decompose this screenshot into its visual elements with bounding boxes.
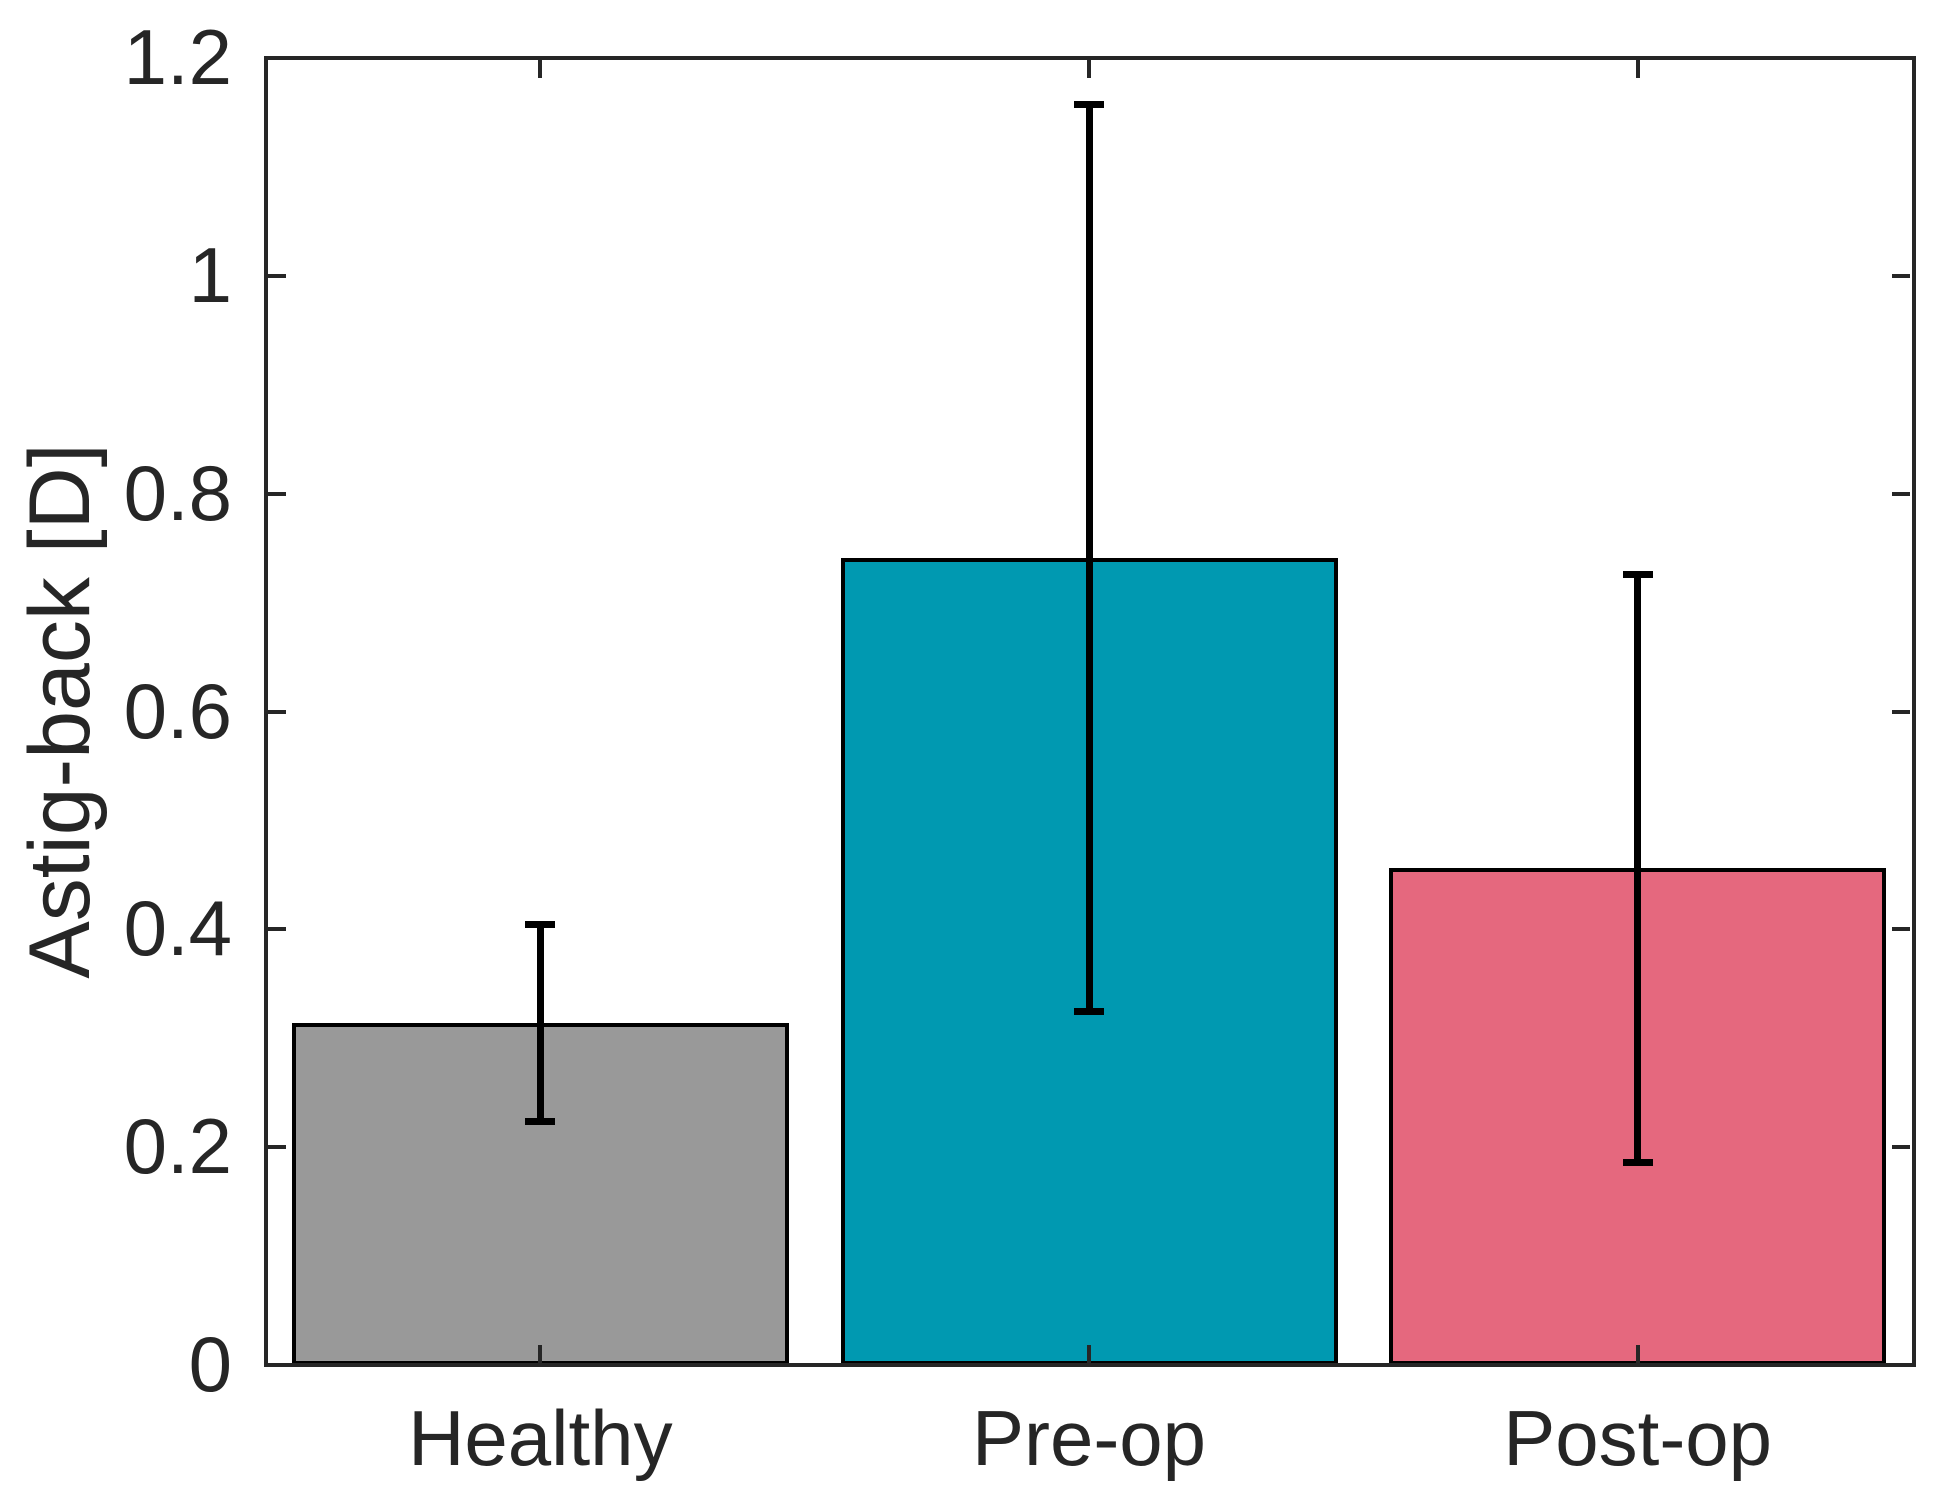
y-tick-left	[268, 491, 286, 496]
y-tick-label: 0.2	[123, 1102, 232, 1191]
x-tick-top	[1087, 60, 1091, 78]
y-tick-left	[268, 56, 286, 60]
x-tick-top	[1635, 60, 1640, 78]
y-tick-label: 0.6	[123, 666, 232, 755]
y-tick-right	[1892, 273, 1910, 278]
y-tick-right	[1892, 1145, 1910, 1150]
error-bar-cap-bottom	[1074, 1007, 1104, 1015]
x-category-label-pre-op: Pre-op	[971, 1394, 1207, 1482]
error-bar-cap-bottom	[1622, 1158, 1653, 1166]
error-bar-cap-top	[1622, 570, 1653, 578]
y-tick-label: 1	[188, 231, 232, 320]
y-tick-right	[1892, 709, 1910, 714]
y-tick-left	[268, 709, 286, 714]
y-tick-left	[268, 927, 286, 932]
y-tick-left	[268, 1145, 286, 1150]
x-tick-bottom	[538, 1345, 543, 1363]
error-bar-post-op	[1634, 574, 1642, 1163]
x-tick-top	[538, 60, 543, 78]
y-tick-right	[1892, 1363, 1910, 1367]
x-tick-bottom	[1087, 1345, 1091, 1363]
y-tick-left	[268, 273, 286, 278]
y-tick-right	[1892, 491, 1910, 496]
y-tick-label: 1.2	[123, 13, 232, 102]
x-tick-bottom	[1635, 1345, 1640, 1363]
error-bar-cap-top	[1074, 101, 1104, 109]
y-tick-right	[1892, 56, 1910, 60]
error-bar-healthy	[536, 924, 544, 1122]
y-tick-label: 0.4	[123, 884, 232, 973]
y-axis-label: Astig-back [D]	[12, 443, 108, 979]
y-tick-label: 0.8	[123, 448, 232, 537]
error-bar-pre-op	[1085, 104, 1093, 1011]
error-bar-cap-bottom	[525, 1117, 556, 1125]
y-tick-left	[268, 1363, 286, 1367]
x-category-label-post-op: Post-op	[1503, 1394, 1773, 1482]
error-bar-cap-top	[525, 921, 556, 929]
y-tick-right	[1892, 927, 1910, 932]
y-tick-label: 0	[188, 1320, 232, 1409]
x-category-label-healthy: Healthy	[408, 1394, 673, 1482]
